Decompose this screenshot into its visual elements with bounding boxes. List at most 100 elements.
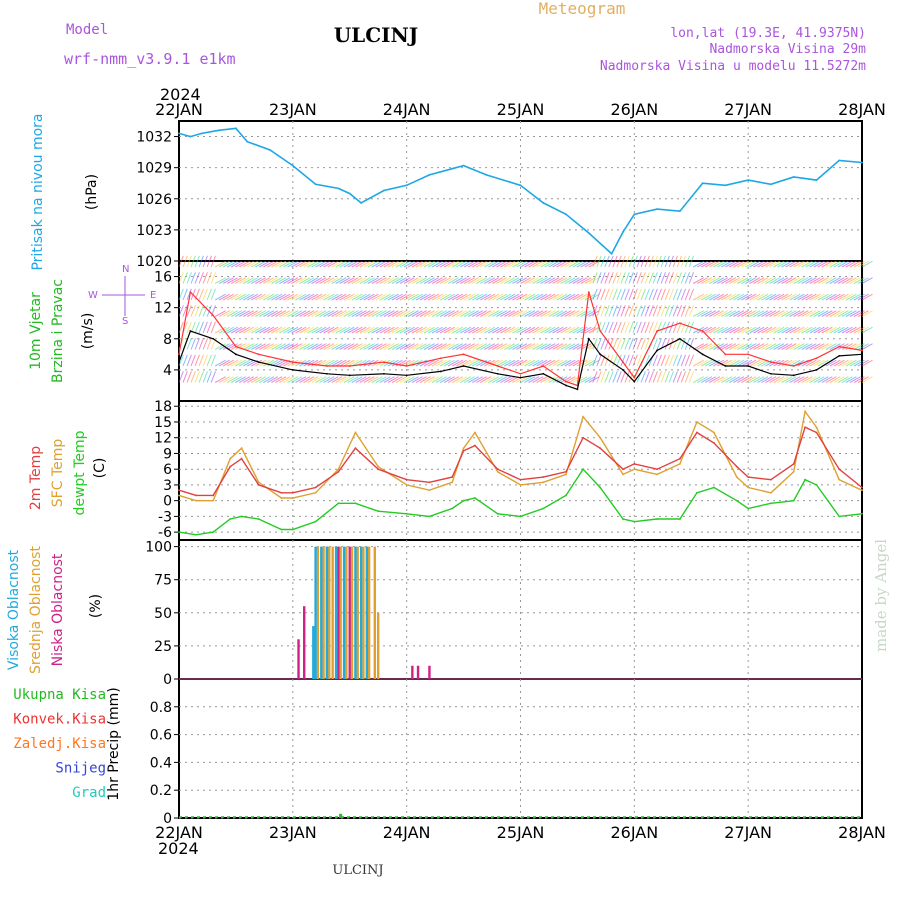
wind-barb [222,260,234,268]
wind-barb [516,260,528,268]
wind-barb [552,359,564,367]
wind-barb [327,343,339,350]
wind-barb [206,255,212,268]
wind-barb [713,277,725,284]
wind-barb [291,343,303,350]
dewpt-line-point [861,512,863,515]
model-name: wrf-nmm_v3.9.1 e1km [64,50,236,68]
wind-barb [628,255,634,268]
wind-barb [721,310,733,317]
wind-barb [809,359,821,367]
wind-barb [435,293,447,301]
wind-barb [303,359,315,367]
wind-barb [644,354,650,367]
wind-barb [640,305,646,317]
wind-barb [857,260,869,268]
mid-cloud-axis-title: Srednja Oblacnost [28,546,44,674]
wind-barb [713,376,725,383]
wind-barb [363,260,375,268]
wind-barb [423,310,435,317]
wind-barb [745,359,757,367]
wind-barb [805,359,817,367]
wind-barb [785,326,797,334]
wind-barb [407,277,419,284]
wind-barb [307,293,319,301]
wind-barb [652,354,658,367]
wind-barb [295,326,307,334]
wind-barb [680,354,687,367]
wind-speed-line-point [519,376,522,379]
wind-barb [797,293,809,301]
wind-barb [279,293,291,301]
wind-barb [777,310,789,317]
wind-barb [319,310,331,317]
wind-barb [504,359,516,367]
wind-barb [431,293,443,301]
wind-barb [612,321,618,334]
wind-barb [194,255,200,268]
wind-barb [753,359,765,367]
wind-barb [817,359,829,367]
cloud-bar-low [348,546,351,679]
wind-barb [383,260,395,268]
temp2m-line-point [496,468,499,471]
wind-barb [447,359,459,367]
dewpt-line-point [462,499,465,502]
wind-barb [572,343,584,350]
wind-barb [725,359,737,367]
sfc-temp-line-point [496,470,499,473]
wind-barb [656,338,662,350]
wind-barb [524,310,536,317]
wind-barb [327,376,339,383]
wind-barb [749,326,761,334]
wind-barb [351,260,363,268]
wind-barb [664,371,670,383]
wind-barb [411,343,423,350]
wind-barb [584,326,596,334]
wind-barb [222,343,234,350]
dewpt-line-point [280,528,283,531]
wind-barb [472,293,484,301]
wind-barb [705,343,717,350]
wind-barb [480,293,492,301]
wind-barb [492,376,504,383]
wind-barb [556,293,568,301]
wind-barb [218,310,230,317]
wind-barb [809,376,821,383]
wind-barb [371,343,383,350]
wind-barb [411,260,423,268]
wind-barb [821,277,833,284]
wind-barb [628,338,634,350]
wind-barb [363,310,375,317]
wind-barb [271,260,283,268]
wind-barb [829,293,841,301]
wind-barb [709,359,721,367]
wind-barb [604,321,610,334]
pressure-line-point [383,189,385,192]
wind-barb [423,277,435,284]
wind-barb [387,260,399,268]
wind-barb [636,338,642,350]
wind-barb [825,359,837,367]
wind-barb [379,359,391,367]
wind-barb [644,272,650,284]
wind-barb [733,293,745,301]
wind-barb [785,277,797,284]
wind-barb [214,326,226,334]
wind-barb [303,326,315,334]
wind-barb [443,277,455,284]
wind-barb [210,371,216,383]
cloud-bar-high [314,546,317,679]
wind-barb [672,305,678,317]
wind-barb [339,359,351,367]
y-tick-label: 15 [154,415,172,431]
wind-barb [648,272,654,284]
wind-barb [371,277,383,284]
wind-barb [693,293,705,301]
cloud-bar-high [354,546,357,679]
wind-barb [226,293,238,301]
wind-barb [415,277,427,284]
dewpt-line-point [377,510,380,513]
wind-barb [516,293,528,301]
